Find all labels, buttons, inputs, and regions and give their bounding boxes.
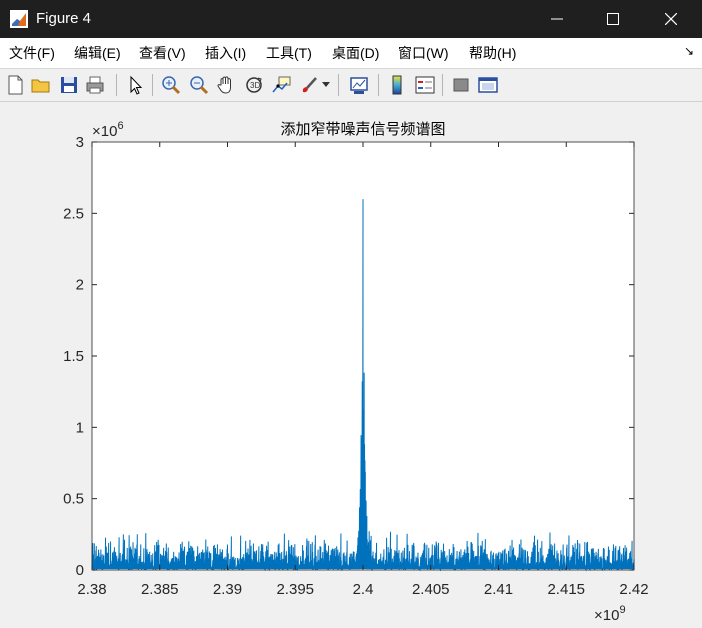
y-tick-label: 1.5 (63, 348, 84, 365)
menu-overflow-arrow-icon[interactable]: ↘ (683, 44, 694, 58)
data-cursor-icon[interactable] (270, 74, 292, 96)
link-plot-icon[interactable] (348, 74, 370, 96)
x-tick-label: 2.415 (547, 581, 585, 598)
y-tick-label: 1 (76, 419, 84, 436)
window-title: Figure 4 (36, 10, 92, 27)
menu-help[interactable]: 帮助(H) (469, 45, 517, 61)
window-titlebar: Figure 4 (0, 0, 702, 38)
toolbar-separator (152, 74, 153, 96)
zoom-in-icon[interactable] (160, 74, 182, 96)
y-tick-label: 3 (76, 134, 84, 151)
menu-insert[interactable]: 插入(I) (205, 45, 247, 61)
new-figure-icon[interactable] (4, 74, 26, 96)
x-tick-label: 2.4 (353, 581, 374, 598)
close-icon (665, 13, 677, 25)
save-icon[interactable] (58, 74, 80, 96)
rotate-3d-icon[interactable]: 3D (243, 74, 265, 96)
y-tick-label: 0 (76, 562, 84, 579)
menu-window[interactable]: 窗口(W) (398, 45, 449, 61)
maximize-button[interactable] (590, 0, 636, 38)
menu-file[interactable]: 文件(F) (9, 45, 55, 61)
pan-icon[interactable] (215, 74, 237, 96)
spectrum-series-line (91, 199, 635, 572)
pointer-icon[interactable] (124, 74, 146, 96)
x-tick-label: 2.39 (213, 581, 242, 598)
brush-icon[interactable] (298, 74, 320, 96)
brush-dropdown-icon[interactable] (322, 82, 330, 88)
y-exponent-label: ×106 (92, 120, 124, 140)
toolbar-separator (442, 74, 443, 96)
svg-text:3D: 3D (250, 81, 260, 90)
colorbar-icon[interactable] (386, 74, 408, 96)
x-tick-label: 2.42 (619, 581, 648, 598)
toolbar-separator (338, 74, 339, 96)
x-tick-label: 2.405 (412, 581, 450, 598)
menu-edit[interactable]: 编辑(E) (74, 45, 121, 61)
figure-toolbar: 3D (0, 69, 702, 102)
show-plot-tools-icon[interactable] (477, 74, 499, 96)
x-tick-label: 2.395 (276, 581, 314, 598)
chart-title: 添加窄带噪声信号频谱图 (280, 120, 445, 138)
close-button[interactable] (648, 0, 694, 38)
print-icon[interactable] (84, 74, 106, 96)
menu-bar: 文件(F) 编辑(E) 查看(V) 插入(I) 工具(T) 桌面(D) 窗口(W… (0, 38, 702, 69)
menu-tools[interactable]: 工具(T) (266, 45, 312, 61)
open-file-icon[interactable] (30, 74, 52, 96)
x-tick-label: 2.38 (77, 581, 106, 598)
matlab-logo-icon (10, 10, 28, 28)
minimize-button[interactable] (534, 0, 580, 38)
x-tick-label: 2.41 (484, 581, 513, 598)
menu-desktop[interactable]: 桌面(D) (332, 45, 380, 61)
toolbar-separator (378, 74, 379, 96)
y-tick-label: 0.5 (63, 491, 84, 508)
maximize-icon (607, 13, 619, 25)
y-tick-label: 2.5 (63, 205, 84, 222)
y-tick-label: 2 (76, 277, 84, 294)
hide-plot-tools-icon[interactable] (450, 74, 472, 96)
toolbar-separator (116, 74, 117, 96)
zoom-out-icon[interactable] (188, 74, 210, 96)
spectrum-plot[interactable]: 2.38 2.385 2.39 2.395 2.4 2.405 2.41 2.415 2.42 0… (0, 102, 702, 628)
x-tick-label: 2.385 (141, 581, 179, 598)
x-exponent-label: ×109 (594, 604, 626, 624)
figure-canvas[interactable]: 2.38 2.385 2.39 2.395 2.4 2.405 2.41 2.415 2.42 0… (0, 102, 702, 628)
minimize-icon (551, 18, 563, 20)
legend-icon[interactable] (414, 74, 436, 96)
menu-view[interactable]: 查看(V) (139, 45, 186, 61)
